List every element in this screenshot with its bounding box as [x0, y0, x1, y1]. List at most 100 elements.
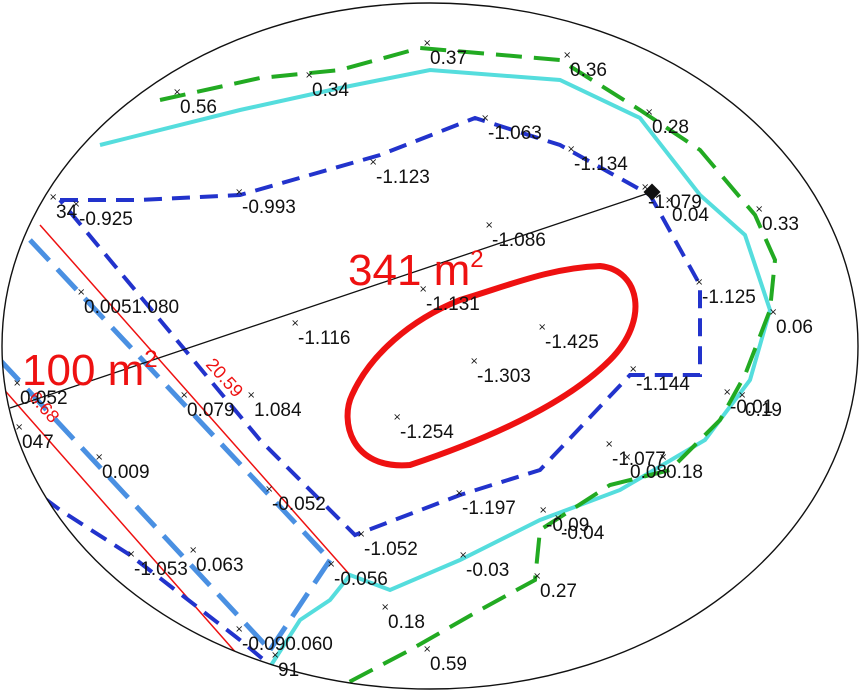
spot-height-marker: ×	[605, 439, 613, 450]
spot-height-label: 0.18	[388, 612, 425, 633]
spot-height-label: -1.197	[462, 498, 516, 519]
spot-height-label: -0.052	[272, 494, 326, 515]
spot-height-marker: ×	[567, 144, 575, 155]
spot-height-marker: ×	[538, 322, 546, 333]
spot-height-label: -0.056	[334, 569, 388, 590]
spot-height-label: 91	[278, 660, 299, 681]
spot-height-label: -1.303	[477, 366, 531, 387]
spot-height-marker: ×	[393, 412, 401, 423]
spot-height-label: -0.01	[730, 397, 773, 418]
spot-height-marker: ×	[327, 559, 335, 570]
spot-height-marker: ×	[423, 644, 431, 655]
spot-height-marker: ×	[235, 624, 243, 635]
spot-height-label: -0.925	[79, 209, 133, 230]
spot-height-label: -1.053	[134, 559, 188, 580]
spot-height-marker: ×	[539, 505, 547, 516]
spot-height-marker: ×	[247, 390, 255, 401]
spot-height-label: 0.56	[180, 97, 217, 118]
spot-height-label: 1.084	[254, 400, 302, 421]
area-label-left: 100 m2	[22, 346, 158, 395]
spot-height-label: 0.59	[430, 654, 467, 675]
spot-height-marker: ×	[645, 107, 653, 118]
parcel-boundary-line	[39, 224, 351, 576]
spot-height-marker: ×	[738, 390, 746, 401]
area-label-main: 341 m2	[348, 246, 484, 295]
spot-height-label: 047	[22, 432, 54, 453]
spot-height-marker: ×	[723, 387, 731, 398]
spot-height-marker: ×	[769, 307, 777, 318]
spot-height-marker: ×	[623, 452, 631, 463]
spot-height-label: 0.052	[20, 388, 68, 409]
spot-height-marker: ×	[357, 529, 365, 540]
spot-height-marker: ×	[419, 284, 427, 295]
spot-height-marker: ×	[305, 70, 313, 81]
spot-height-marker: ×	[485, 220, 493, 231]
spot-height-marker: ×	[15, 422, 23, 433]
spot-height-marker: ×	[235, 187, 243, 198]
spot-height-label: 0.063	[196, 555, 244, 576]
spot-height-label: 0.33	[762, 214, 799, 235]
spot-height-marker: ×	[755, 204, 763, 215]
spot-height-label: 0.19	[745, 400, 782, 421]
spot-height-label: -1.063	[488, 123, 542, 144]
spot-height-label: 34	[56, 202, 78, 223]
spot-height-marker: ×	[265, 484, 273, 495]
blue-dashed-contour	[58, 115, 702, 538]
spot-height-marker: ×	[533, 571, 541, 582]
spot-height-marker: ×	[554, 513, 562, 524]
spot-height-marker: ×	[629, 364, 637, 375]
section-line	[9, 191, 653, 409]
spot-height-label: -1.125	[702, 287, 756, 308]
spot-height-label: 0.009	[102, 462, 150, 483]
spot-height-marker: ×	[189, 545, 197, 556]
spot-height-label: -1.077	[612, 449, 666, 470]
light-blue-dashed-line	[28, 238, 332, 562]
spot-height-marker: ×	[49, 192, 57, 203]
spot-height-label: 0.079	[187, 400, 235, 421]
spot-height-label: -0.090.060	[242, 634, 333, 655]
spot-height-label: 0.34	[312, 80, 349, 101]
spot-height-label: -1.134	[574, 154, 628, 175]
spot-height-marker: ×	[459, 550, 467, 561]
spot-height-marker: ×	[13, 378, 21, 389]
spot-height-marker: ×	[641, 182, 649, 193]
spot-height-label: -0.09	[546, 515, 589, 536]
spot-height-label: 0.04	[672, 205, 709, 226]
spot-height-marker: ×	[659, 452, 667, 463]
low-area-outline	[344, 262, 639, 469]
spot-height-marker: ×	[695, 277, 703, 288]
parcel-boundary-line	[2, 384, 261, 681]
spot-height-label: 0.28	[652, 117, 689, 138]
light-blue-dashed-line	[267, 558, 333, 652]
spot-height-label: -0.03	[466, 560, 509, 581]
light-blue-dashed-line	[2, 358, 272, 652]
spot-height-marker: ×	[271, 650, 279, 661]
spot-height-label: 0.0051.080	[84, 297, 179, 318]
spot-height-marker: ×	[72, 199, 80, 210]
spot-height-marker: ×	[77, 287, 85, 298]
spot-height-label: 0.18	[666, 462, 703, 483]
spot-height-marker: ×	[95, 452, 103, 463]
spot-height-marker: ×	[381, 602, 389, 613]
spot-height-marker: ×	[369, 157, 377, 168]
spot-height-label: 0.27	[540, 581, 577, 602]
spot-height-marker: ×	[173, 87, 181, 98]
spot-height-label: -1.254	[400, 422, 454, 443]
spot-heights-layer: ×0.37 ×0.36×0.56×0.34×0.28×-1.063×-1.134×…	[13, 38, 813, 681]
spot-height-label: -0.993	[242, 197, 296, 218]
spot-height-label: 0.08	[630, 462, 667, 483]
spot-height-marker: ×	[291, 318, 299, 329]
spot-height-marker: ×	[455, 488, 463, 499]
spot-height-label: -1.123	[376, 167, 430, 188]
spot-height-marker: ×	[563, 50, 571, 61]
spot-height-label: -1.131	[426, 294, 480, 315]
blue-dashed-contour	[2, 463, 272, 667]
spot-height-label: -1.079	[648, 192, 702, 213]
spot-height-marker: ×	[423, 38, 431, 49]
spot-height-label: 0.06	[776, 317, 813, 338]
spot-height-label: -1.052	[364, 539, 418, 560]
spot-height-label: 0.37	[430, 48, 467, 69]
spot-height-marker: ×	[470, 356, 478, 367]
